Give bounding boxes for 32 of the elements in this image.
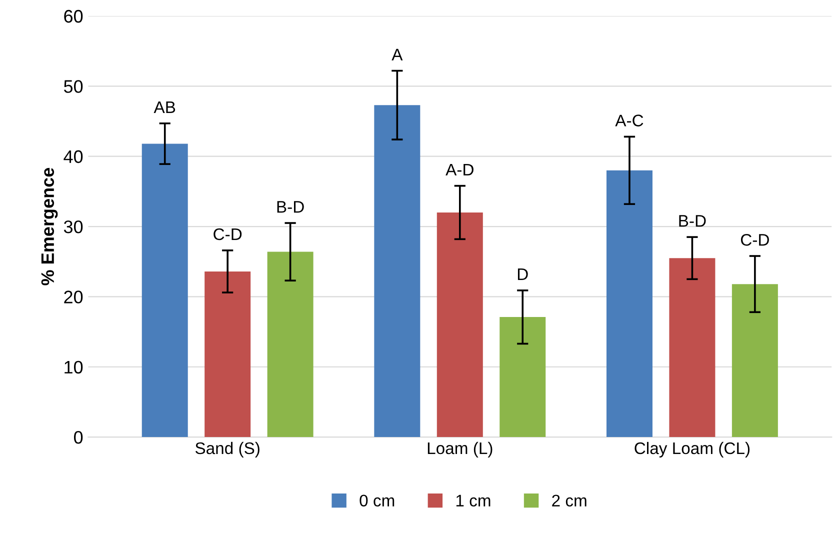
x-tick-label: Clay Loam (CL) [634,442,750,458]
y-tick-label: 40 [64,150,83,164]
y-tick-label: 50 [64,80,83,93]
x-tick-label: Loam (L) [428,442,492,458]
data-label: A-C [615,114,644,126]
bar [204,271,251,438]
y-tick-label: 30 [64,220,83,234]
y-tick-label: 10 [64,360,83,374]
legend-label: 2 cm [552,494,586,506]
bar [436,212,483,438]
data-label: AB [154,101,176,113]
data-label: A-D [446,164,474,176]
y-tick-label: 20 [64,290,83,304]
legend-label: 0 cm [360,494,394,506]
bar [142,144,188,438]
data-label: D [518,268,528,280]
bar [374,105,420,438]
data-label: C-D [214,228,242,240]
bar [669,258,716,438]
bar [500,317,546,438]
data-label: B-D [679,215,706,227]
data-label: B-D [277,201,304,213]
y-axis-title: % Emergence [41,168,58,286]
data-label: C-D [740,234,769,246]
bar [606,170,652,438]
bar [267,252,314,438]
bar [732,284,778,438]
y-tick-label: 60 [64,10,83,23]
data-label: A [392,48,403,60]
legend-label: 1 cm [456,494,490,506]
y-tick-label: 0 [74,430,83,444]
x-tick-label: Sand (S) [195,442,260,458]
